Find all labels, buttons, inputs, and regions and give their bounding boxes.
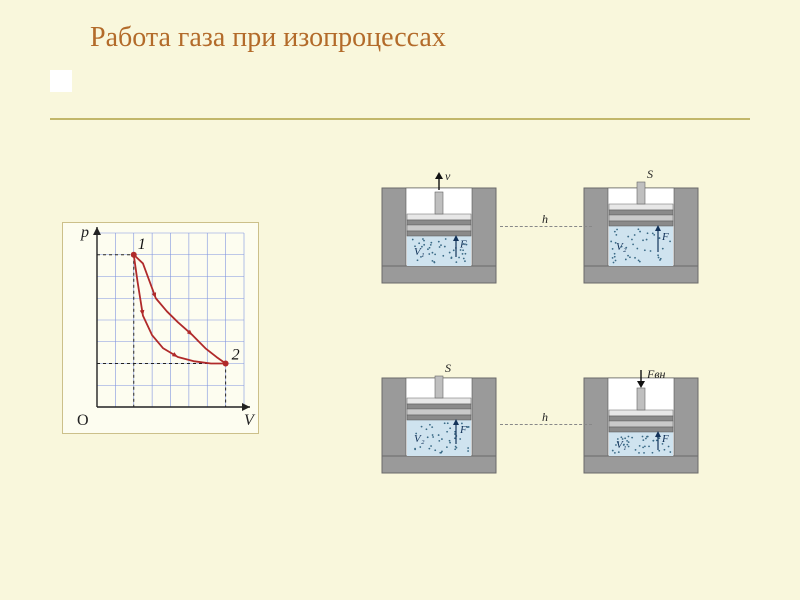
svg-text:S: S — [647, 167, 653, 181]
dash-label-bottom: h — [542, 410, 548, 425]
pv-chart-svg: 1 2 p V O — [63, 223, 258, 433]
piston-bot-right: Fвн V₁ F — [566, 348, 716, 488]
svg-text:p: p — [80, 224, 89, 241]
svg-text:1: 1 — [138, 236, 146, 253]
svg-text:F: F — [459, 424, 467, 436]
svg-text:V₂: V₂ — [414, 433, 425, 445]
svg-text:S: S — [445, 361, 451, 375]
svg-text:F: F — [459, 239, 467, 251]
svg-text:v: v — [445, 169, 451, 183]
piston-top-left: v V₁ F — [364, 158, 514, 298]
svg-text:O: O — [77, 412, 89, 429]
svg-text:Fвн: Fвн — [646, 367, 666, 381]
pv-chart: 1 2 p V O — [62, 222, 259, 434]
svg-text:V₂: V₂ — [616, 241, 627, 253]
svg-text:2: 2 — [232, 347, 240, 364]
slide-divider — [50, 118, 750, 120]
svg-text:F: F — [661, 231, 669, 243]
svg-text:V₁: V₁ — [616, 439, 627, 451]
svg-text:V: V — [244, 412, 256, 429]
piston-bot-left: S V₂ F — [364, 348, 514, 488]
dash-label-top: h — [542, 212, 548, 227]
svg-text:V₁: V₁ — [414, 246, 425, 258]
slide-accent-square — [50, 70, 72, 92]
piston-top-right: S V₂ F — [566, 158, 716, 298]
svg-text:F: F — [661, 433, 669, 445]
page-title: Работа газа при изопроцессах — [90, 22, 446, 54]
